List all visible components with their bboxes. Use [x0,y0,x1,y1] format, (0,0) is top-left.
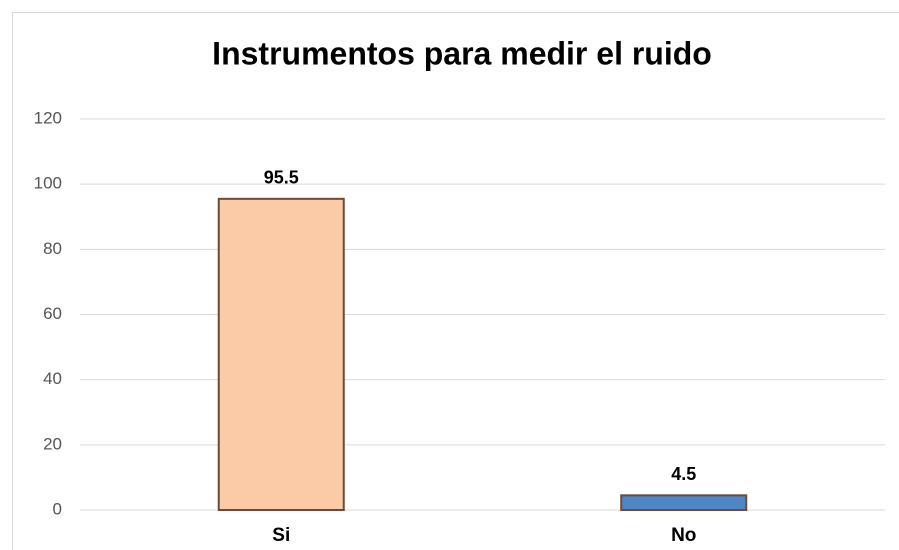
y-tick-label: 80 [43,239,62,258]
y-tick-label: 20 [43,434,62,453]
bar [620,494,748,511]
y-tick-label: 100 [34,174,62,193]
y-tick-label: 60 [43,304,62,323]
bar [217,197,345,511]
y-tick-label: 40 [43,369,62,388]
y-tick-label: 0 [53,499,62,518]
y-tick-label: 120 [34,108,62,127]
value-label: 95.5 [264,168,299,188]
chart-frame [12,12,899,550]
x-tick-label: No [671,525,696,546]
value-label: 4.5 [671,464,696,484]
x-tick-label: Si [272,525,290,546]
chart-title: Instrumentos para medir el ruido [212,35,712,71]
